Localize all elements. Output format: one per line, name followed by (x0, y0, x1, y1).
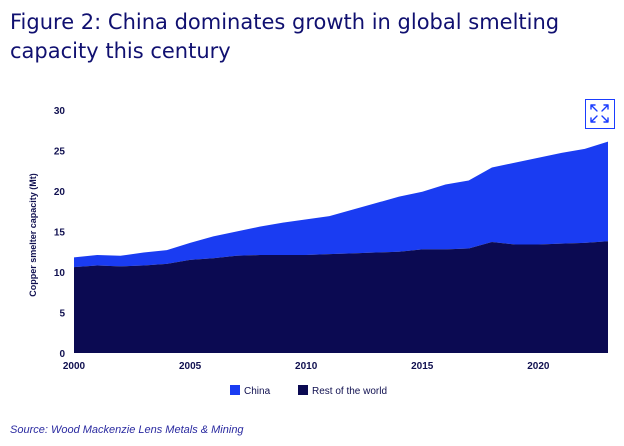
y-tick-label: 5 (59, 309, 65, 320)
legend-label-china: China (244, 386, 271, 397)
y-tick-label: 20 (54, 187, 66, 198)
y-tick-label: 0 (59, 349, 65, 360)
y-axis: 0 5 10 15 20 25 30 (54, 106, 66, 360)
x-tick-label: 2000 (63, 361, 86, 372)
area-rest-of-world (74, 241, 608, 353)
chart-title: Figure 2: China dominates growth in glob… (10, 10, 560, 63)
plot-area (74, 141, 608, 353)
y-tick-label: 10 (54, 268, 66, 279)
area-china (74, 141, 608, 268)
source-note: Source: Wood Mackenzie Lens Metals & Min… (10, 424, 244, 436)
expand-button[interactable] (585, 99, 615, 129)
legend: China Rest of the world (230, 385, 387, 397)
x-tick-label: 2015 (411, 361, 434, 372)
y-tick-label: 15 (54, 228, 66, 239)
x-tick-label: 2005 (179, 361, 202, 372)
expand-arrows-icon (590, 104, 609, 123)
legend-label-rest: Rest of the world (312, 386, 387, 397)
y-tick-label: 30 (54, 106, 66, 117)
x-tick-label: 2010 (295, 361, 318, 372)
y-tick-label: 25 (54, 147, 66, 158)
legend-swatch-rest (298, 385, 308, 395)
x-axis: 2000 2005 2010 2015 2020 (63, 361, 550, 372)
y-axis-label: Copper smelter capacity (Mt) (28, 173, 38, 297)
x-tick-label: 2020 (527, 361, 550, 372)
legend-swatch-china (230, 385, 240, 395)
